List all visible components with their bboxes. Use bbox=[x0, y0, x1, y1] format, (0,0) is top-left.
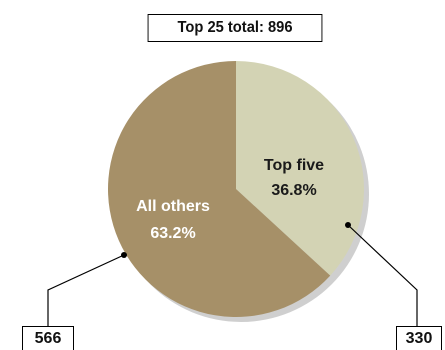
value-label-all-others: 566 bbox=[22, 326, 74, 350]
pie-slice-all-others bbox=[107, 61, 331, 317]
pie-slice-top-five bbox=[236, 61, 364, 276]
slice-label-all-others: All others bbox=[136, 198, 210, 215]
leader-line-top-five bbox=[347, 224, 418, 326]
value-label-top-five: 330 bbox=[396, 326, 442, 350]
leader-dot-top-five bbox=[345, 222, 351, 228]
leader-line-all-others bbox=[47, 254, 125, 326]
leader-dot-all-others bbox=[121, 252, 127, 258]
slice-percent-all-others: 63.2% bbox=[150, 225, 195, 242]
chart-title: Top 25 total: 896 bbox=[147, 14, 323, 42]
slice-percent-top-five: 36.8% bbox=[271, 182, 316, 199]
slice-label-top-five: Top five bbox=[264, 157, 324, 174]
